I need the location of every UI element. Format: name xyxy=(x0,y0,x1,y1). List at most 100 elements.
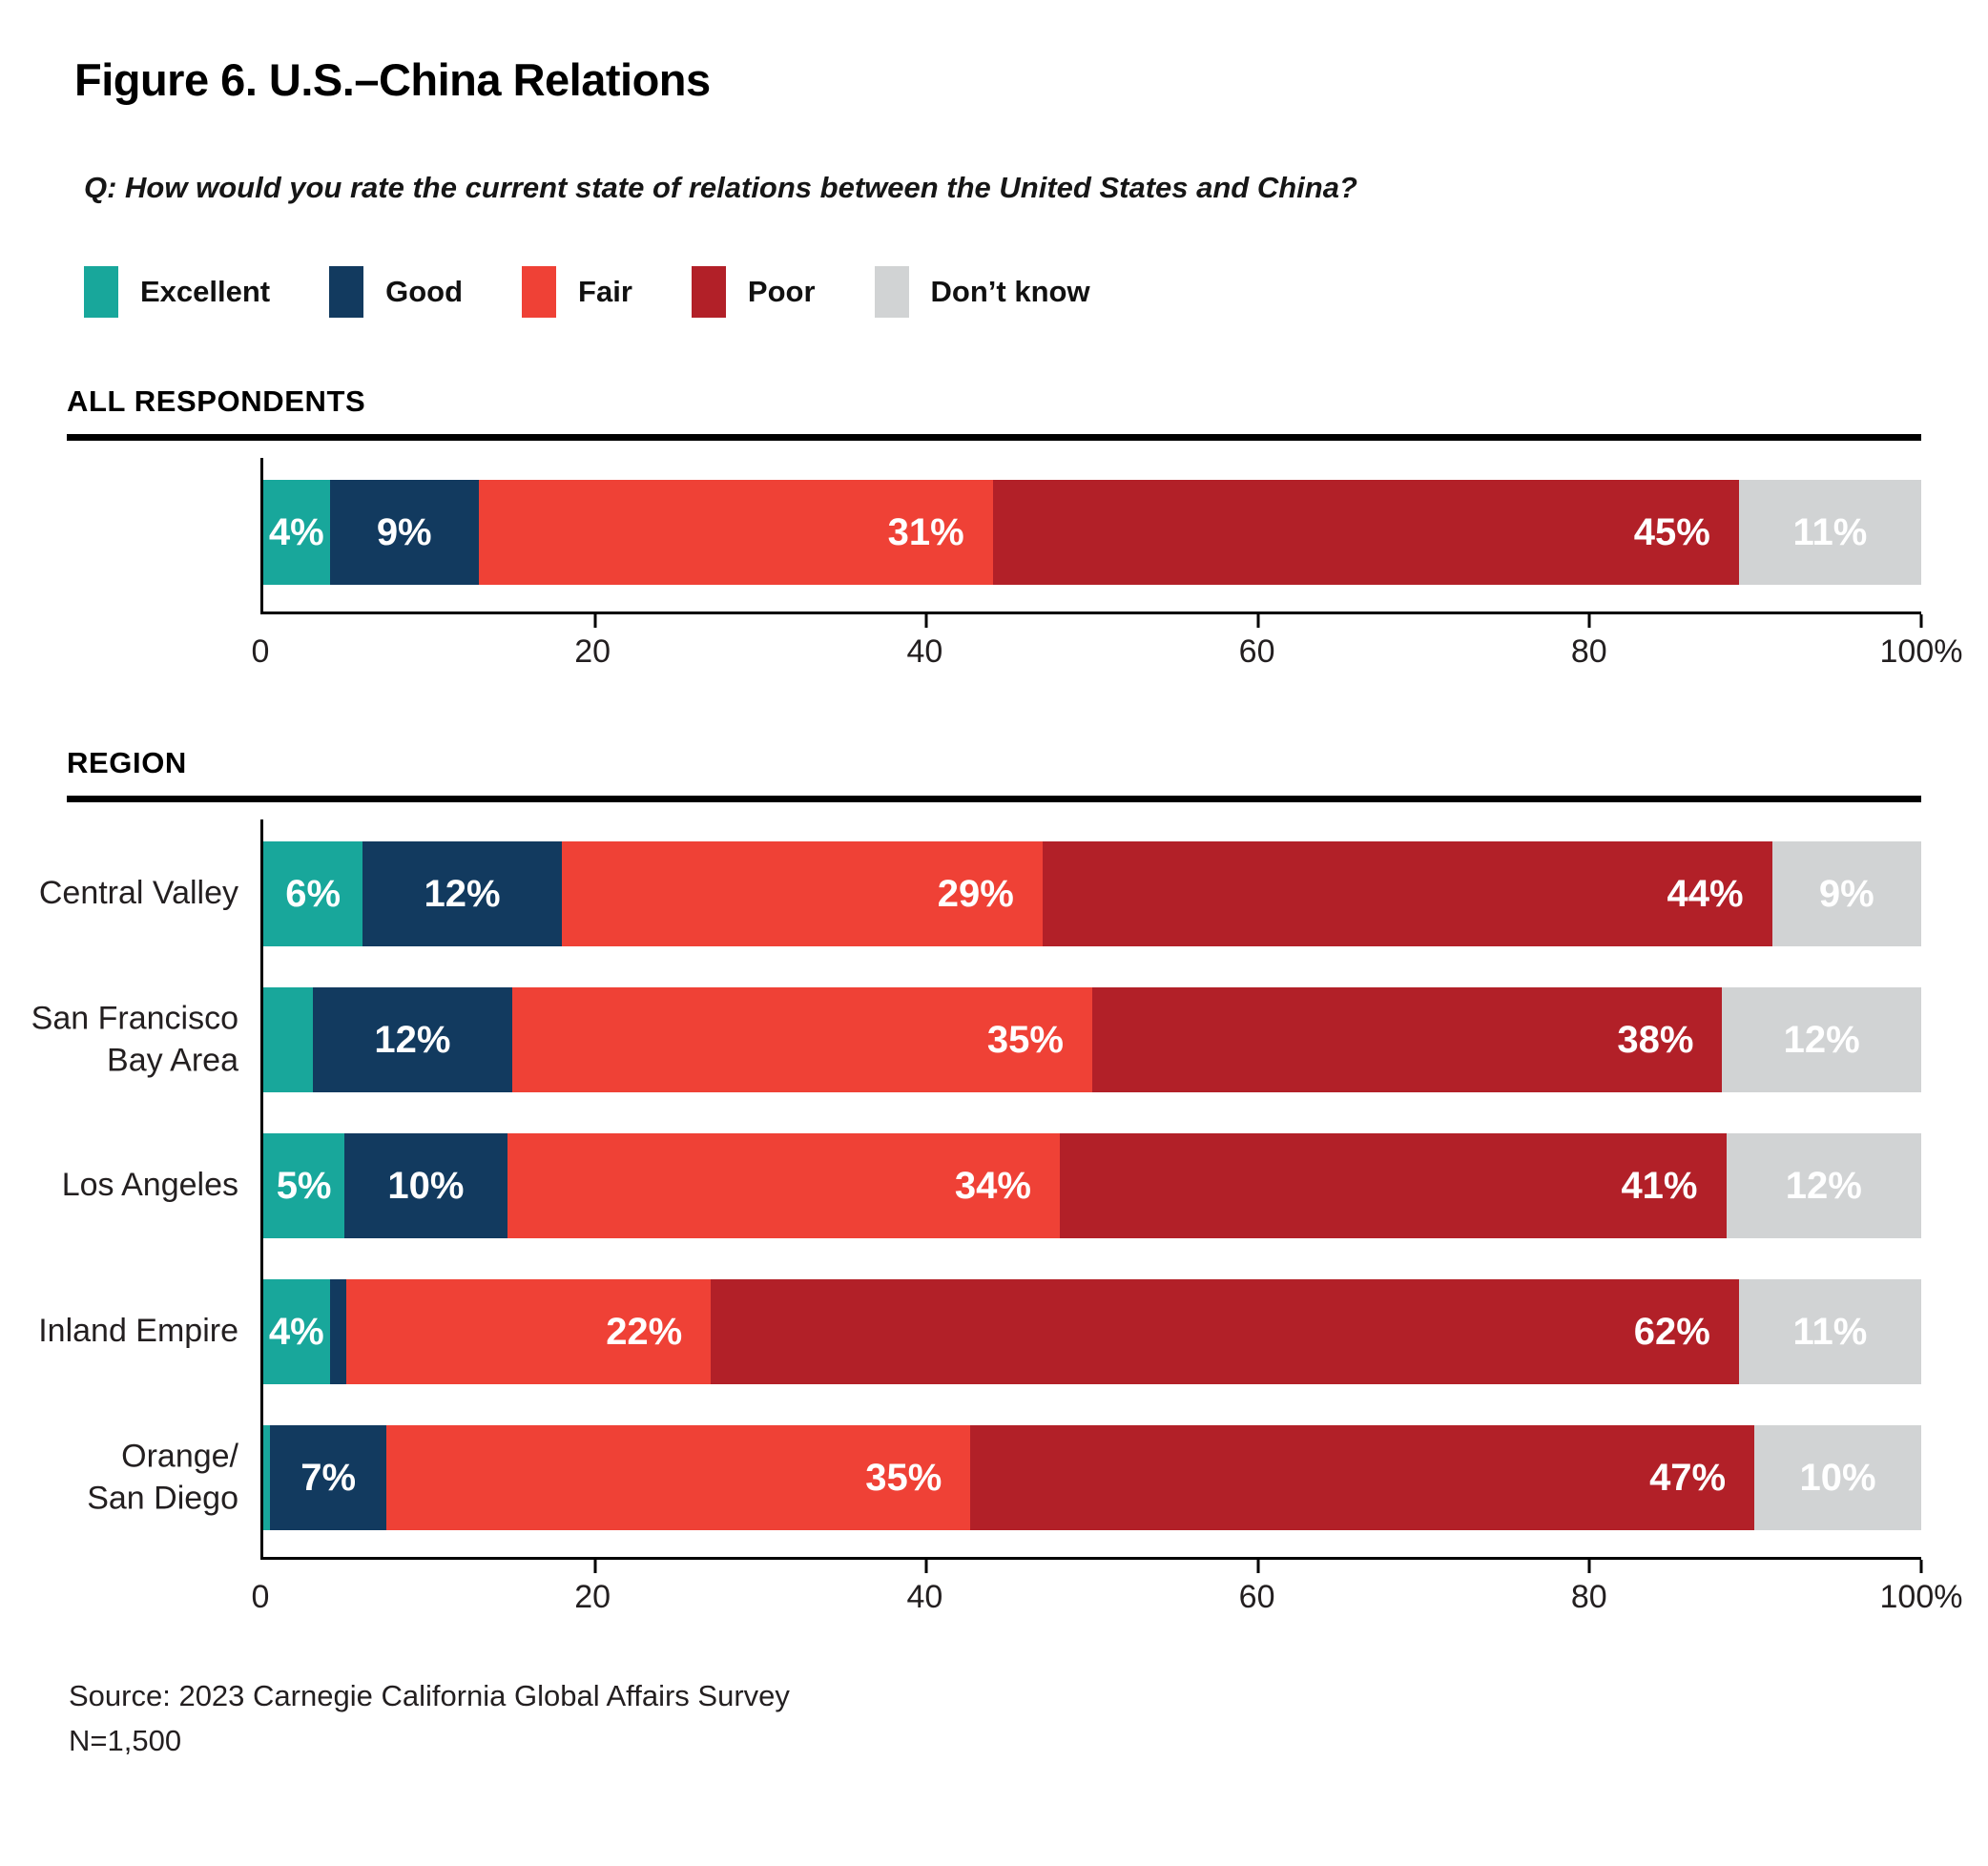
sections: ALL RESPONDENTS 4% 9% 31% 45% 11% 0 20 40 60 80 100… xyxy=(31,384,1963,1625)
axis-tick-label: 20 xyxy=(574,1579,611,1615)
axis-tick-label: 100% xyxy=(1879,633,1963,670)
bar-row-all-respondents: 4% 9% 31% 45% 11% xyxy=(263,480,1921,585)
bar-segment-don-t-know: 11% xyxy=(1738,480,1921,585)
chart-1: Central Valley 6% 12% 29% 44% 9% San Francisco… xyxy=(31,819,1962,1625)
axis-tick xyxy=(1587,614,1591,628)
section-all-respondents: ALL RESPONDENTS 4% 9% 31% 45% 11% 0 20 40 60 80 100… xyxy=(67,384,1963,679)
legend-item-excellent: Excellent xyxy=(84,266,270,318)
segment-value-label: 4% xyxy=(268,1310,324,1353)
axis-tick xyxy=(1919,1560,1923,1573)
bar-segment-don-t-know: 12% xyxy=(1722,987,1921,1092)
segment-value-label: 62% xyxy=(1633,1310,1710,1353)
axis-tick-label: 100% xyxy=(1879,1579,1963,1615)
legend: Excellent Good Fair Poor Don’t know xyxy=(84,266,1921,318)
bar-segment-poor: 47% xyxy=(970,1425,1755,1530)
source-line: Source: 2023 Carnegie California Global … xyxy=(69,1679,790,1712)
bar-segment-excellent xyxy=(263,987,314,1092)
bar-segment-poor: 41% xyxy=(1059,1133,1727,1238)
source-note: Source: 2023 Carnegie California Global … xyxy=(69,1674,1921,1763)
axis-tick-label: 0 xyxy=(251,1579,270,1615)
legend-item-don-t-know: Don’t know xyxy=(874,266,1090,318)
segment-value-label: 10% xyxy=(387,1164,465,1207)
bar-segment-poor: 38% xyxy=(1091,987,1723,1092)
segment-value-label: 4% xyxy=(268,510,324,553)
bar-segment-fair: 31% xyxy=(478,480,993,585)
section-rule xyxy=(67,434,1921,441)
section-region: REGION Central Valley 6% 12% 29% 44% 9% San Fra… xyxy=(31,746,1963,1625)
segment-value-label: 34% xyxy=(954,1164,1031,1207)
axis-tick xyxy=(1256,1560,1260,1573)
plot-area: 4% 9% 31% 45% 11% xyxy=(260,458,1923,628)
legend-label: Good xyxy=(385,275,464,308)
bar-segment-excellent: 6% xyxy=(263,841,363,946)
bar-segment-don-t-know: 11% xyxy=(1738,1279,1921,1384)
section-heading: ALL RESPONDENTS xyxy=(67,384,366,418)
segment-value-label: 12% xyxy=(374,1018,451,1061)
legend-label: Poor xyxy=(747,275,816,308)
segment-value-label: 38% xyxy=(1617,1018,1694,1061)
axis-tick-label: 40 xyxy=(906,1579,943,1615)
bar-segment-good: 12% xyxy=(362,841,562,946)
segment-value-label: 9% xyxy=(1818,872,1874,915)
segment-value-label: 10% xyxy=(1799,1456,1876,1499)
bar-segment-fair: 29% xyxy=(561,841,1043,946)
axis-tick xyxy=(593,614,597,628)
bar-segment-excellent: 4% xyxy=(263,1279,330,1384)
legend-label: Don’t know xyxy=(930,275,1090,308)
axis-tick-label: 80 xyxy=(1570,1579,1607,1615)
segment-value-label: 31% xyxy=(887,510,964,553)
segment-value-label: 5% xyxy=(276,1164,332,1207)
axis-tick-label: 40 xyxy=(906,633,943,670)
bar-segment-poor: 62% xyxy=(711,1279,1739,1384)
legend-label: Fair xyxy=(578,275,632,308)
segment-value-label: 29% xyxy=(937,872,1014,915)
bar-segment-fair: 34% xyxy=(507,1133,1060,1238)
legend-swatch-icon xyxy=(84,266,118,318)
legend-swatch-icon xyxy=(522,266,557,318)
segment-value-label: 12% xyxy=(424,872,501,915)
bar-segment-poor: 45% xyxy=(992,480,1739,585)
legend-item-good: Good xyxy=(329,266,463,318)
bar-segment-excellent: 5% xyxy=(263,1133,345,1238)
axis-tick xyxy=(1587,1560,1591,1573)
bar-segment-good: 7% xyxy=(269,1425,387,1530)
axis-tick xyxy=(1256,614,1260,628)
bar-row-inland-empire: Inland Empire 4% 22% 62% 11% xyxy=(38,1279,1921,1384)
axis-tick xyxy=(1919,614,1923,628)
row-label-san-francisco-bay-area: San Francisco Bay Area xyxy=(31,1000,238,1078)
segment-value-label: 6% xyxy=(285,872,342,915)
legend-swatch-icon xyxy=(874,266,909,318)
legend-swatch-icon xyxy=(691,266,726,318)
bar-segment-good: 12% xyxy=(313,987,512,1092)
legend-swatch-icon xyxy=(329,266,364,318)
segment-value-label: 9% xyxy=(376,510,432,553)
chart-0: 4% 9% 31% 45% 11% 0 20 40 60 80 100% xyxy=(67,458,1963,679)
bar-segment-excellent xyxy=(263,1425,270,1530)
section-rule xyxy=(67,796,1921,802)
segment-value-label: 47% xyxy=(1649,1456,1727,1499)
axis-tick xyxy=(593,1560,597,1573)
sample-size: N=1,500 xyxy=(69,1723,182,1757)
axis-tick xyxy=(924,614,928,628)
bar-row-san-francisco-bay-area: San Francisco Bay Area 12% 35% 38% 12% xyxy=(31,987,1921,1092)
bar-segment-don-t-know: 10% xyxy=(1754,1425,1921,1530)
segment-value-label: 12% xyxy=(1785,1164,1862,1207)
bar-segment-fair: 35% xyxy=(511,987,1092,1092)
bar-row-central-valley: Central Valley 6% 12% 29% 44% 9% xyxy=(39,841,1921,946)
axis-tick-label: 60 xyxy=(1238,633,1275,670)
axis-tick-label: 20 xyxy=(574,633,611,670)
bar-row-orange-san-diego: Orange/San Diego 7% 35% 47% 10% xyxy=(87,1425,1921,1530)
row-label-central-valley: Central Valley xyxy=(38,875,238,912)
segment-value-label: 12% xyxy=(1783,1018,1860,1061)
segment-value-label: 35% xyxy=(865,1456,942,1499)
bar-segment-excellent: 4% xyxy=(263,480,330,585)
bar-segment-fair: 22% xyxy=(345,1279,712,1384)
row-label-orange-san-diego: Orange/San Diego xyxy=(87,1438,238,1516)
survey-question: Q: How would you rate the current state … xyxy=(84,171,1357,204)
row-label-inland-empire: Inland Empire xyxy=(38,1313,238,1350)
axis-labels: 0 20 40 60 80 100% xyxy=(252,633,1963,679)
axis-tick-label: 60 xyxy=(1238,1579,1275,1615)
plot-area: Central Valley 6% 12% 29% 44% 9% San Francisco… xyxy=(31,819,1923,1573)
bar-row-los-angeles: Los Angeles 5% 10% 34% 41% 12% xyxy=(62,1133,1921,1238)
